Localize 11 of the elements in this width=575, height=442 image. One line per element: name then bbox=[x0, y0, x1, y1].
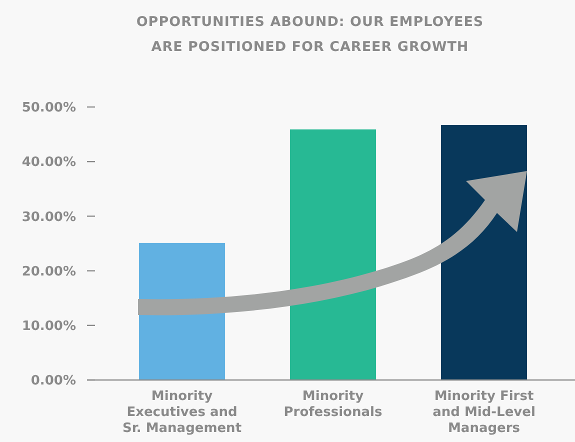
x-tick-label: Minority First and Mid-Level Managers bbox=[432, 389, 536, 436]
y-tick-label: 40.00% bbox=[22, 155, 76, 170]
chart-title: OPPORTUNITIES ABOUND: OUR EMPLOYEES ARE POSITIONED FOR CAREER GROWTH bbox=[136, 14, 484, 55]
y-tick-label: 20.00% bbox=[22, 264, 76, 280]
y-tick-label: 10.00% bbox=[22, 318, 76, 334]
y-tick-label: 50.00% bbox=[22, 100, 76, 116]
y-tick-label: 30.00% bbox=[22, 210, 76, 225]
x-tick-label: Minority Executives and Sr. Management bbox=[122, 389, 242, 436]
x-tick-label: Minority Professionals bbox=[284, 389, 382, 420]
y-tick-label: 0.00% bbox=[30, 374, 76, 389]
bar bbox=[290, 129, 376, 380]
